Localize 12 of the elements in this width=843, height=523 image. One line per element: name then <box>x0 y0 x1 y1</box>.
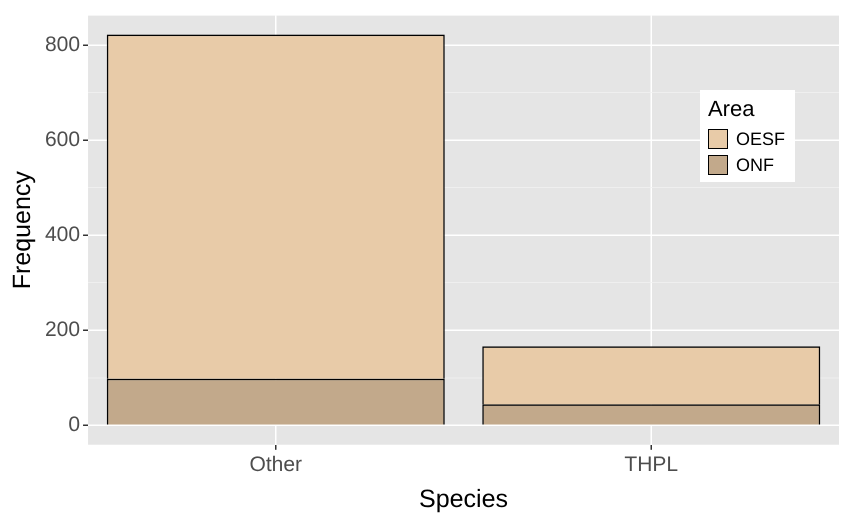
legend-title: Area <box>708 96 756 122</box>
x-axis-title: Species <box>419 484 508 513</box>
y-axis-title: Frequency <box>8 170 36 290</box>
x-tick-label: THPL <box>624 453 678 476</box>
y-tick-label: 400 <box>44 222 80 246</box>
legend-label: OESF <box>736 128 785 150</box>
y-tick-label: 800 <box>44 32 80 56</box>
x-tick-label: Other <box>250 453 302 476</box>
y-tick-label: 0 <box>68 413 80 436</box>
y-tick-label: 600 <box>44 128 80 151</box>
y-tick-label: 200 <box>44 318 80 342</box>
legend-label: ONF <box>736 154 774 176</box>
